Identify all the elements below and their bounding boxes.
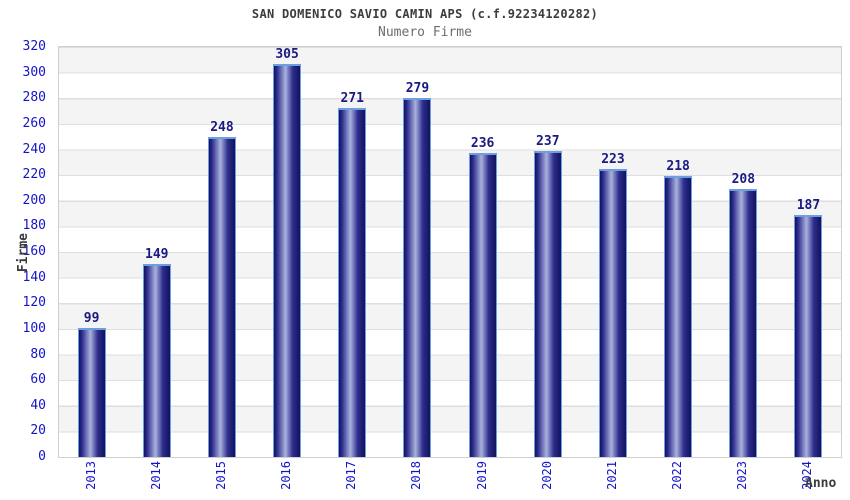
- bar-value-label: 99: [83, 311, 100, 327]
- x-tick-label: 2017: [344, 461, 359, 490]
- bar: [533, 151, 562, 457]
- y-tick-label: 220: [22, 167, 46, 183]
- y-tick-label: 20: [30, 423, 46, 439]
- y-tick-label: 200: [22, 192, 46, 208]
- bar: [794, 215, 823, 457]
- y-tick-label: 160: [22, 244, 46, 259]
- bars-row: 99 149 248 305 271 279 236 237 223 218 208 187: [59, 47, 841, 457]
- bar-value-label: 305: [275, 47, 299, 63]
- bar: [273, 64, 302, 457]
- bar: [403, 97, 432, 457]
- bar-value-label: 237: [536, 134, 560, 150]
- y-tick-label: 60: [30, 372, 46, 388]
- bar-slot: 208: [711, 47, 776, 457]
- bar-value-label: 149: [145, 247, 169, 263]
- bar-slot: 279: [385, 47, 450, 457]
- x-tick-label: 2023: [735, 461, 750, 490]
- x-tick-label: 2014: [148, 461, 163, 490]
- bar-value-label: 223: [601, 152, 625, 168]
- bar-value-label: 218: [666, 158, 690, 174]
- bar: [142, 264, 171, 457]
- y-tick-label: 300: [22, 64, 46, 80]
- bar-value-label: 208: [731, 171, 756, 187]
- bar-value-label: 236: [470, 135, 495, 151]
- plot-area: 99 149 248 305 271 279 236 237 223 218 208 187: [58, 46, 842, 458]
- chart-subtitle: Numero Firme: [378, 25, 472, 40]
- bar-slot: 218: [646, 47, 711, 457]
- y-tick-label: 100: [22, 320, 46, 336]
- x-tick-label: 2013: [83, 461, 98, 490]
- chart-title: SAN DOMENICO SAVIO CAMIN APS (c.f.922341…: [251, 7, 599, 21]
- x-tick-label: 2018: [409, 461, 424, 490]
- y-tick-label: 260: [22, 115, 46, 131]
- y-tick-label: 120: [22, 295, 46, 311]
- y-tick-label: 240: [22, 141, 46, 157]
- bar: [468, 152, 497, 457]
- bar-slot: 187: [776, 47, 841, 457]
- y-tick-label: 80: [30, 346, 46, 362]
- bar-slot: 236: [450, 47, 515, 457]
- bar-slot: 271: [320, 47, 385, 457]
- y-tick-label: 0: [38, 449, 46, 464]
- bar-value-label: 271: [340, 90, 365, 106]
- bar: [664, 175, 693, 457]
- bar-slot: 305: [255, 47, 320, 457]
- y-tick-label: 280: [22, 90, 46, 106]
- y-tick-label: 320: [22, 39, 46, 54]
- bar-slot: 248: [189, 47, 254, 457]
- bar-slot: 99: [59, 47, 124, 457]
- bar-slot: 149: [124, 47, 189, 457]
- x-tick-label: 2021: [604, 461, 619, 490]
- bar-slot: 237: [515, 47, 580, 457]
- bar: [207, 137, 236, 457]
- bar: [77, 328, 106, 457]
- x-axis-title: Anno: [805, 476, 837, 491]
- bar: [729, 188, 758, 457]
- y-tick-label: 180: [22, 218, 46, 234]
- y-axis-ticks: 0 20 40 60 80 100 120 140 160 180 200 220 240 260 280 3…: [0, 0, 46, 500]
- x-tick-label: 2020: [539, 461, 554, 490]
- bar-slot: 223: [580, 47, 645, 457]
- y-tick-label: 140: [22, 269, 46, 285]
- y-tick-label: 40: [30, 397, 46, 413]
- bar-value-label: 248: [210, 120, 234, 136]
- x-tick-label: 2022: [670, 461, 685, 490]
- bar: [338, 107, 367, 457]
- bar-value-label: 187: [796, 198, 821, 214]
- bar: [598, 169, 627, 457]
- bar-value-label: 279: [405, 80, 430, 96]
- x-tick-label: 2016: [279, 461, 294, 490]
- x-tick-label: 2015: [213, 461, 228, 490]
- x-tick-label: 2019: [474, 461, 489, 490]
- y-axis-title: Firme: [16, 233, 31, 273]
